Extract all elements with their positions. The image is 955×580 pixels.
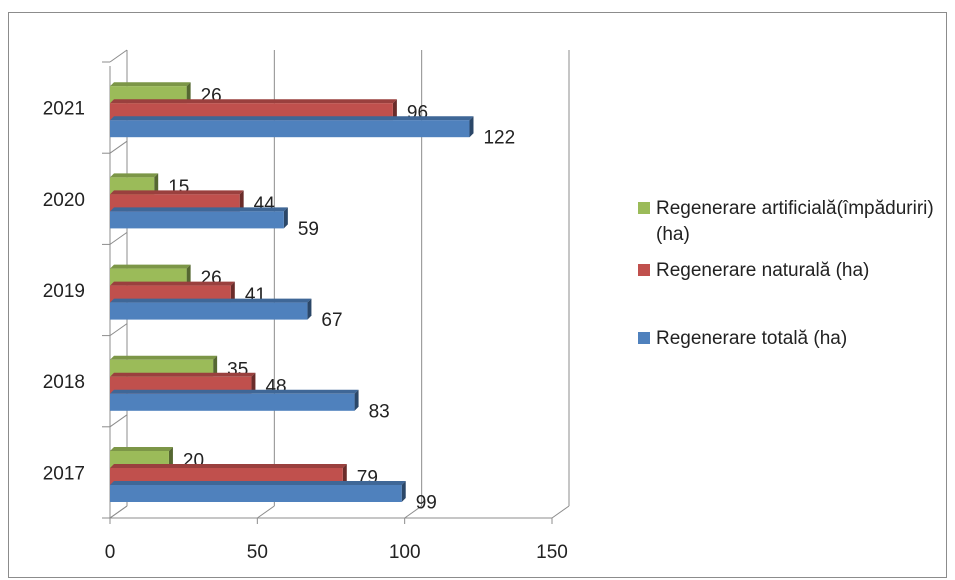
bar-artificială(împăduriri)-2017	[110, 451, 169, 468]
floor-diagonal-2	[404, 505, 422, 519]
bar-top-artificială(împăduriri)-2019	[110, 264, 191, 269]
bar-totală-2021	[110, 120, 470, 138]
bar-side-totală-2021	[469, 116, 474, 138]
y-tick-label-2018: 2018	[43, 372, 85, 393]
left-wall-diagonal-1	[109, 414, 128, 428]
bar-top-artificială(împăduriri)-2020	[110, 173, 159, 178]
y-tick-label-2019: 2019	[43, 281, 85, 302]
legend-label-natural: Regenerare naturală (ha)	[656, 260, 870, 281]
y-tick-label-2021: 2021	[43, 99, 85, 120]
left-wall-diagonal-4	[109, 140, 128, 154]
bar-naturală-2017	[110, 468, 343, 485]
bar-top-artificială(împăduriri)-2018	[110, 355, 218, 360]
bar-side-totală-2019	[307, 298, 312, 320]
bar-naturală-2020	[110, 194, 240, 212]
bar-side-naturală-2020	[239, 190, 244, 212]
bar-artificială(împăduriri)-2020	[110, 177, 155, 195]
bar-top-totală-2020	[110, 207, 288, 212]
bar-side-artificială(împăduriri)-2021	[186, 82, 191, 104]
x-tick-label-0: 0	[105, 542, 116, 563]
data-label-totală-2020: 59	[298, 219, 319, 240]
bar-top-artificială(împăduriri)-2017	[110, 447, 173, 451]
legend-item-artificial: Regenerare artificială(împăduriri) (ha)	[632, 196, 952, 248]
bar-top-naturală-2017	[110, 464, 347, 468]
y-tick-label-2020: 2020	[43, 190, 85, 211]
bar-top-naturală-2021	[110, 99, 397, 104]
data-label-totală-2021: 122	[483, 128, 515, 149]
x-tick-label-1: 50	[247, 542, 268, 563]
bar-side-totală-2018	[354, 389, 359, 411]
bar-artificială(împăduriri)-2018	[110, 359, 214, 377]
bar-top-naturală-2018	[110, 372, 256, 377]
x-tick-label-2: 100	[389, 542, 421, 563]
bar-totală-2019	[110, 302, 308, 320]
bar-totală-2018	[110, 393, 355, 411]
bar-top-totală-2021	[110, 116, 474, 121]
legend-swatch-natural	[638, 264, 650, 276]
bar-side-naturală-2021	[392, 99, 397, 121]
bar-side-artificială(împăduriri)-2018	[213, 355, 218, 377]
bar-top-totală-2017	[110, 481, 406, 485]
bar-side-artificială(împăduriri)-2020	[154, 173, 159, 195]
y-tick-label-2017: 2017	[43, 463, 85, 484]
bar-top-totală-2019	[110, 298, 312, 303]
bar-totală-2017	[110, 485, 402, 502]
bar-side-naturală-2017	[342, 464, 347, 485]
bar-side-artificială(împăduriri)-2019	[186, 264, 191, 286]
bar-naturală-2019	[110, 285, 231, 303]
floor-diagonal-3	[551, 505, 570, 519]
data-label-totală-2019: 67	[321, 310, 342, 331]
bar-top-artificială(împăduriri)-2021	[110, 82, 191, 87]
chart-frame	[8, 12, 947, 578]
bar-top-naturală-2020	[110, 190, 244, 195]
left-wall-diagonal-2	[109, 323, 128, 337]
bar-top-totală-2018	[110, 389, 359, 394]
data-label-totală-2018: 83	[369, 401, 390, 422]
bar-naturală-2021	[110, 103, 393, 121]
bar-side-naturală-2018	[251, 372, 256, 394]
left-wall-diagonal-3	[109, 231, 128, 245]
legend-item-total: Regenerare totală (ha)	[632, 326, 952, 352]
bar-side-totală-2020	[283, 207, 288, 229]
x-tick-label-3: 150	[536, 542, 568, 563]
legend-swatch-artificial	[638, 202, 650, 214]
bar-side-naturală-2019	[230, 281, 235, 303]
legend-label-total: Regenerare totală (ha)	[656, 328, 848, 349]
bar-artificială(împăduriri)-2019	[110, 268, 187, 286]
bar-side-totală-2017	[401, 481, 406, 502]
bar-totală-2020	[110, 211, 284, 229]
floor-diagonal-1	[257, 505, 275, 519]
bar-side-artificială(împăduriri)-2017	[168, 447, 173, 468]
legend-label-artificial: Regenerare artificială(împăduriri) (ha)	[656, 198, 934, 245]
left-wall-diagonal-0	[109, 505, 128, 519]
bar-top-naturală-2019	[110, 281, 235, 286]
legend: Regenerare artificială(împăduriri) (ha) …	[632, 196, 952, 352]
bar-naturală-2018	[110, 376, 252, 394]
data-label-totală-2017: 99	[416, 493, 437, 514]
legend-swatch-total	[638, 332, 650, 344]
bar-artificială(împăduriri)-2021	[110, 86, 187, 104]
legend-item-natural: Regenerare naturală (ha)	[632, 258, 952, 284]
left-wall-diagonal-5	[109, 49, 128, 63]
